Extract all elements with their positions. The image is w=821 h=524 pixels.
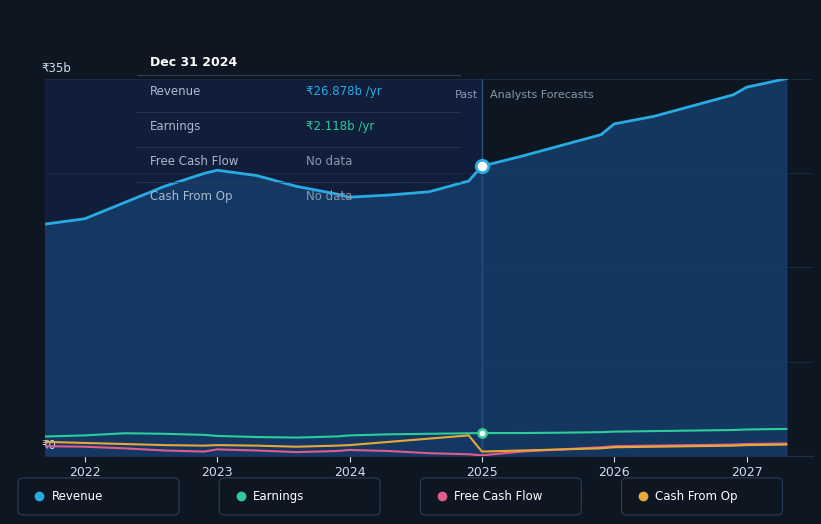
Text: Earnings: Earnings xyxy=(253,490,305,503)
Text: ₹0: ₹0 xyxy=(41,439,56,452)
Text: No data: No data xyxy=(305,155,352,168)
Text: Cash From Op: Cash From Op xyxy=(150,190,232,203)
Text: ₹35b: ₹35b xyxy=(41,62,71,75)
Text: Dec 31 2024: Dec 31 2024 xyxy=(150,56,237,69)
Text: ₹26.878b /yr: ₹26.878b /yr xyxy=(305,85,382,98)
Text: Revenue: Revenue xyxy=(52,490,103,503)
Text: Cash From Op: Cash From Op xyxy=(655,490,737,503)
Text: Earnings: Earnings xyxy=(150,120,201,133)
Bar xyxy=(45,79,482,456)
Text: Analysts Forecasts: Analysts Forecasts xyxy=(489,90,594,100)
Text: Free Cash Flow: Free Cash Flow xyxy=(150,155,238,168)
Text: Free Cash Flow: Free Cash Flow xyxy=(454,490,543,503)
Text: Past: Past xyxy=(455,90,478,100)
Text: No data: No data xyxy=(305,190,352,203)
Text: Revenue: Revenue xyxy=(150,85,201,98)
Text: ₹2.118b /yr: ₹2.118b /yr xyxy=(305,120,374,133)
